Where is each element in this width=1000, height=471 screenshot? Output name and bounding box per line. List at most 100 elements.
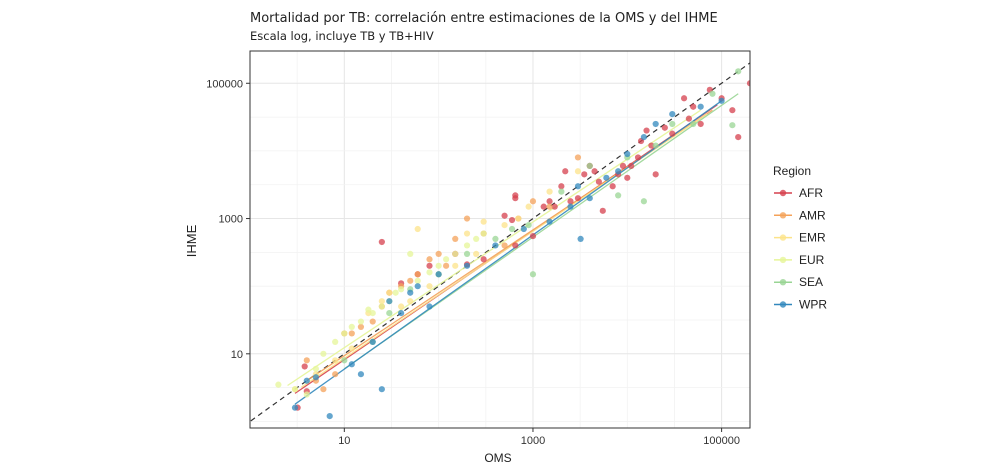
data-point-emr [426, 283, 433, 290]
data-point-sea [735, 68, 742, 75]
data-point-amr [574, 154, 582, 161]
legend-item-emr: EMR [774, 231, 826, 245]
legend-label: AFR [799, 186, 823, 200]
data-point-wpr [615, 168, 622, 175]
data-point-sea [529, 271, 537, 278]
data-point-sea [669, 120, 676, 128]
panel-border-layer [249, 50, 751, 429]
data-point-afr [643, 127, 650, 134]
data-point-amr [332, 371, 339, 378]
data-point-amr [529, 198, 537, 205]
data-point-afr [609, 183, 616, 190]
data-point-afr [624, 174, 631, 181]
data-point-afr [301, 363, 308, 370]
data-point-eur [480, 230, 487, 237]
data-point-afr [729, 107, 736, 114]
data-point-amr [303, 357, 310, 364]
legend-key-point [779, 212, 787, 219]
data-point-afr [669, 130, 676, 137]
legend-key-point [779, 256, 787, 264]
data-point-wpr [386, 298, 393, 305]
legend-items: AFR AMR EMR EUR SEA WPR [774, 186, 827, 312]
y-tick-label: 1000 [219, 214, 243, 226]
x-tick-label: 100000 [703, 435, 740, 447]
data-point-afr [508, 216, 516, 224]
data-point-sea [386, 309, 393, 317]
legend-item-eur: EUR [774, 253, 825, 267]
data-point-wpr [520, 225, 527, 233]
data-point-sea [525, 221, 532, 229]
data-point-wpr [640, 133, 647, 141]
legend-item-amr: AMR [774, 208, 826, 222]
data-point-afr [480, 256, 487, 263]
data-point-amr [407, 277, 414, 284]
y-axis-label: IHME [184, 224, 199, 257]
data-point-afr [648, 142, 655, 149]
data-point-wpr [398, 309, 405, 317]
legend-title: Region [773, 164, 811, 178]
data-point-sea [709, 90, 716, 97]
x-tick-label: 10 [338, 435, 350, 447]
data-point-wpr [697, 103, 704, 110]
data-point-eur [320, 350, 327, 357]
data-point-eur [312, 365, 320, 372]
data-point-afr [546, 198, 553, 205]
legend-item-sea: SEA [774, 275, 823, 289]
data-point-eur [348, 323, 355, 330]
data-point-wpr [574, 183, 582, 190]
data-point-afr [746, 80, 750, 87]
data-point-afr [697, 120, 704, 128]
data-point-amr [443, 262, 450, 269]
data-point-wpr [378, 386, 385, 393]
x-tick-label: 1000 [521, 435, 545, 447]
data-point-eur [341, 330, 348, 337]
data-point-wpr [652, 120, 659, 128]
data-point-sea [508, 225, 516, 233]
data-point-eur [398, 286, 405, 293]
data-point-afr [599, 207, 606, 214]
data-point-sea [492, 235, 499, 243]
data-point-eur [407, 250, 414, 258]
data-point-wpr [303, 377, 310, 384]
data-point-eur [435, 262, 442, 269]
data-point-emr [348, 345, 355, 352]
data-point-eur [414, 277, 421, 284]
data-point-eur [369, 309, 376, 317]
data-point-afr [378, 238, 385, 246]
legend-key-point [779, 279, 787, 286]
data-point-wpr [586, 195, 593, 202]
data-point-afr [661, 124, 668, 131]
chart-title: Mortalidad por TB: correlación entre est… [250, 11, 718, 26]
data-point-eur [275, 381, 282, 388]
data-point-emr [398, 303, 405, 310]
data-point-amr [414, 271, 421, 278]
data-point-afr [685, 115, 692, 122]
data-point-emr [407, 298, 414, 305]
legend-item-wpr: WPR [774, 298, 827, 312]
data-point-afr [529, 233, 537, 240]
data-point-wpr [603, 174, 610, 181]
data-point-afr [540, 203, 547, 210]
legend-key-point [779, 301, 787, 308]
data-point-afr [690, 103, 697, 110]
data-point-amr [357, 323, 365, 330]
data-point-afr [634, 154, 642, 161]
identity-line-layer [250, 62, 750, 423]
data-point-afr [512, 242, 519, 249]
panel-border [249, 50, 751, 429]
identity-line [250, 62, 750, 423]
data-point-wpr [369, 338, 376, 346]
data-point-emr [452, 262, 459, 269]
data-point-wpr [407, 289, 414, 296]
legend-label: SEA [799, 275, 823, 289]
data-point-emr [480, 218, 487, 225]
legend-key-point [779, 234, 787, 241]
legend-item-afr: AFR [774, 186, 823, 200]
data-point-eur [426, 269, 433, 276]
x-axis-label: OMS [484, 451, 511, 465]
data-point-afr [574, 195, 582, 202]
data-point-wpr [669, 111, 676, 118]
data-point-amr [320, 386, 327, 393]
data-point-wpr [492, 242, 499, 249]
